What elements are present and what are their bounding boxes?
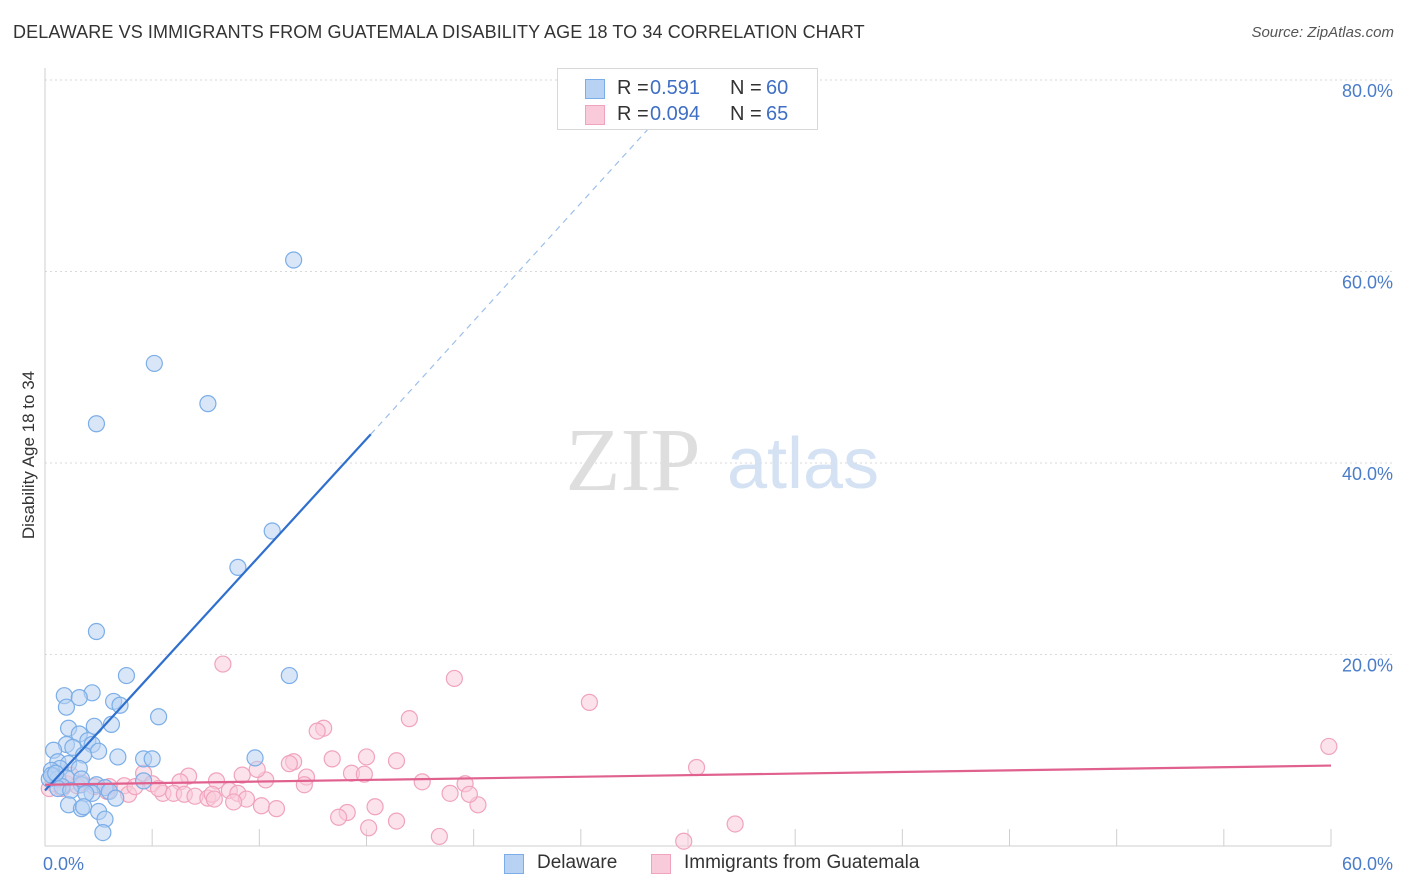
guatemala-point xyxy=(233,766,251,784)
guatemala-point xyxy=(430,827,448,846)
guatemala-point xyxy=(441,784,459,802)
guatemala-point xyxy=(400,710,418,728)
series-delaware-points xyxy=(40,655,1338,850)
legend-r-value: 0.591 xyxy=(650,77,701,99)
delaware-point xyxy=(47,764,65,782)
guatemala-point xyxy=(295,776,313,794)
guatemala-point xyxy=(267,800,286,818)
legend-label-guatemala: Immigrants from Guatemala xyxy=(684,852,920,873)
legend-n-label: N = xyxy=(730,77,762,99)
legend-row-guatemala: R = 0.094 N = 65 xyxy=(558,102,817,128)
delaware-point xyxy=(111,696,129,714)
delaware-point xyxy=(143,750,161,768)
delaware-point xyxy=(87,622,106,641)
legend-swatch-guatemala xyxy=(585,105,605,125)
guatemala-point xyxy=(280,755,298,773)
guatemala-point xyxy=(460,785,478,803)
delaware-point xyxy=(134,772,153,790)
legend-r-value: 0.094 xyxy=(650,103,701,125)
delaware-trendline-extension xyxy=(370,108,668,435)
legend-n-value: 65 xyxy=(766,103,789,125)
legend-r-label: R = xyxy=(617,77,649,99)
delaware-point xyxy=(109,748,127,766)
guatemala-point xyxy=(214,655,232,673)
delaware-point xyxy=(229,558,247,576)
delaware-point xyxy=(107,789,125,807)
watermark: ZIP atlas xyxy=(566,411,880,510)
guatemala-point xyxy=(413,773,431,791)
trendlines xyxy=(44,108,1332,792)
tick-labels: 80.0% 60.0% 40.0% 20.0% 0.0% 60.0% xyxy=(43,81,1393,874)
legend-r-label: R = xyxy=(617,103,649,125)
guatemala-point xyxy=(330,808,348,826)
guatemala-point xyxy=(1320,737,1338,756)
delaware-point xyxy=(199,395,217,413)
guatemala-point xyxy=(726,815,744,833)
legend-label-delaware: Delaware xyxy=(537,852,618,873)
guatemala-point xyxy=(360,819,378,837)
source-label: Source: ZipAtlas.com xyxy=(1251,24,1394,41)
delaware-trendline xyxy=(44,433,372,792)
guatemala-point xyxy=(580,693,599,711)
delaware-point xyxy=(285,251,303,269)
delaware-point xyxy=(70,688,88,707)
y-tick-label: 60.0% xyxy=(1342,273,1393,293)
x-tick-label: 0.0% xyxy=(43,854,84,874)
delaware-point xyxy=(263,522,281,540)
guatemala-point xyxy=(252,797,271,815)
chart-title: DELAWARE VS IMMIGRANTS FROM GUATEMALA DI… xyxy=(13,22,865,42)
delaware-point xyxy=(94,823,112,842)
guatemala-point xyxy=(687,758,706,777)
guatemala-point xyxy=(308,722,326,740)
legend-swatch-delaware xyxy=(585,79,605,99)
delaware-point xyxy=(149,708,168,726)
y-tick-label: 20.0% xyxy=(1342,656,1393,676)
delaware-point xyxy=(87,415,106,433)
guatemala-point xyxy=(445,669,463,688)
correlation-legend: R = 0.591 N = 60 R = 0.094 N = 65 xyxy=(557,68,818,130)
legend-n-label: N = xyxy=(730,103,762,125)
guatemala-point xyxy=(323,750,341,768)
delaware-point xyxy=(74,798,93,816)
legend-swatch-guatemala xyxy=(651,854,671,874)
guatemala-point xyxy=(225,793,243,811)
guatemala-point xyxy=(357,748,376,766)
guatemala-trendline xyxy=(44,764,1332,786)
y-tick-label: 40.0% xyxy=(1342,464,1393,484)
legend-row-delaware: R = 0.591 N = 60 xyxy=(558,76,817,102)
x-tick-label: 60.0% xyxy=(1342,854,1393,874)
y-tick-label: 80.0% xyxy=(1342,81,1393,101)
guatemala-point xyxy=(387,752,406,770)
legend-n-value: 60 xyxy=(766,77,789,99)
delaware-point xyxy=(280,666,298,685)
guatemala-point xyxy=(205,790,223,808)
delaware-point xyxy=(57,698,76,716)
delaware-point xyxy=(117,666,136,685)
guatemala-point xyxy=(149,779,168,798)
guatemala-point xyxy=(675,832,693,850)
delaware-point xyxy=(246,749,264,767)
guatemala-point xyxy=(366,798,384,816)
watermark-atlas: atlas xyxy=(727,424,879,504)
guatemala-point xyxy=(355,765,373,783)
legend-swatch-delaware xyxy=(504,854,524,874)
delaware-point xyxy=(89,742,108,760)
watermark-zip: ZIP xyxy=(566,411,701,510)
delaware-point xyxy=(145,354,163,373)
guatemala-point xyxy=(387,812,406,830)
